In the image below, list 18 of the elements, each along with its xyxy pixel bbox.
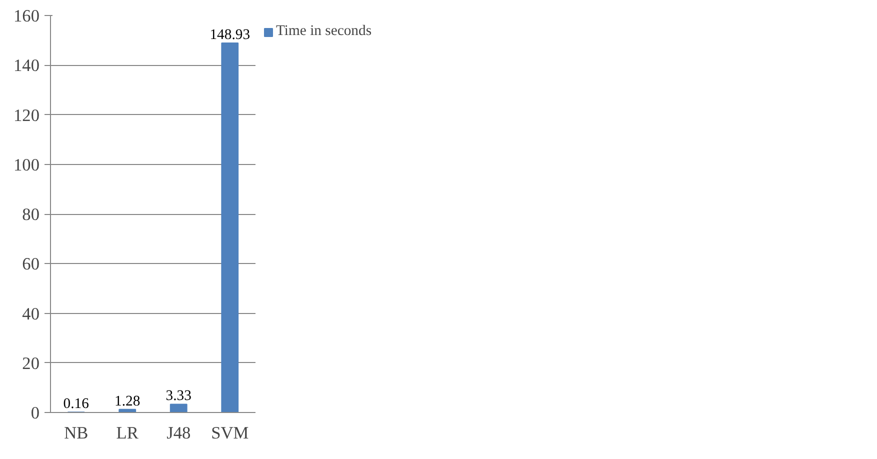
legend-label: Time in seconds bbox=[276, 23, 372, 40]
x-tick-label: LR bbox=[116, 424, 139, 442]
x-tick-label: SVM bbox=[211, 424, 249, 442]
x-tick-label: NB bbox=[64, 424, 88, 442]
y-tick-label: 0 bbox=[30, 404, 40, 422]
data-label: 1.28 bbox=[114, 393, 140, 410]
y-tick-label: 40 bbox=[22, 304, 40, 324]
y-tick-label: 160 bbox=[14, 6, 40, 26]
y-tick-label: 140 bbox=[14, 56, 40, 76]
y-tick-label: 20 bbox=[22, 354, 40, 373]
data-label: 3.33 bbox=[166, 388, 192, 404]
y-tick-label: 60 bbox=[22, 254, 40, 274]
x-tick-label: J48 bbox=[166, 424, 191, 442]
y-tick-label: 100 bbox=[14, 155, 40, 174]
data-label: 0.16 bbox=[63, 396, 89, 412]
y-tick-label: 120 bbox=[14, 106, 40, 125]
y-tick-label: 80 bbox=[22, 205, 40, 224]
data-label: 148.93 bbox=[210, 26, 250, 43]
